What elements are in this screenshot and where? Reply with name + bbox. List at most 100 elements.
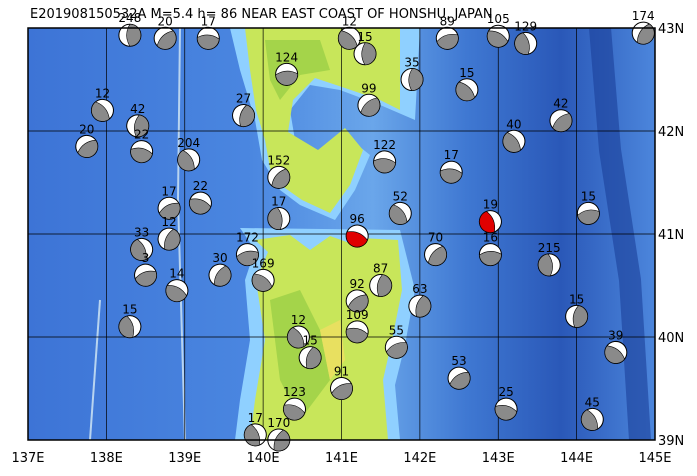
beachball-quadrant bbox=[165, 285, 187, 302]
beachball-quadrant bbox=[338, 30, 358, 50]
depth-label: 204 bbox=[177, 136, 200, 150]
depth-label: 55 bbox=[389, 323, 404, 337]
beachball-quadrant bbox=[196, 34, 220, 50]
depth-label: 17 bbox=[444, 148, 459, 162]
beachball bbox=[369, 274, 393, 297]
depth-label: 63 bbox=[412, 282, 427, 296]
beachball-quadrant bbox=[479, 211, 496, 233]
beachball bbox=[345, 289, 369, 313]
beachball-quadrant bbox=[130, 238, 147, 261]
beachball bbox=[157, 196, 181, 220]
beachball-quadrant bbox=[164, 228, 181, 251]
depth-label: 30 bbox=[212, 251, 227, 265]
beachball-quadrant bbox=[331, 383, 353, 400]
depth-label: 215 bbox=[538, 241, 561, 255]
beachball bbox=[435, 26, 459, 50]
beachball-quadrant bbox=[130, 147, 153, 163]
depth-label: 12 bbox=[291, 313, 306, 327]
depth-label: 105 bbox=[487, 12, 510, 26]
beachball-quadrant bbox=[275, 70, 298, 86]
beachball-quadrant bbox=[436, 33, 459, 50]
beachball bbox=[549, 109, 573, 133]
depth-label: 96 bbox=[350, 212, 365, 226]
beachball-quadrant bbox=[449, 371, 471, 390]
beachball-quadrant bbox=[408, 68, 424, 91]
beachball-quadrant bbox=[479, 251, 502, 266]
depth-label: 91 bbox=[334, 365, 349, 379]
map-title: E201908150532A M=5.4 h= 86 NEAR EAST COA… bbox=[30, 7, 493, 22]
beachball bbox=[604, 340, 628, 364]
beachball-quadrant bbox=[486, 30, 509, 48]
beachball-quadrant bbox=[134, 270, 157, 287]
beachball bbox=[165, 279, 189, 303]
beachball bbox=[447, 366, 471, 390]
beachball bbox=[282, 397, 306, 421]
depth-label: 17 bbox=[271, 195, 286, 209]
depth-label: 12 bbox=[161, 215, 176, 229]
beachball bbox=[345, 224, 369, 248]
beachball bbox=[251, 268, 275, 292]
beachball bbox=[298, 346, 322, 370]
depth-label: 169 bbox=[252, 256, 275, 270]
map-frame bbox=[27, 27, 656, 441]
beachball bbox=[337, 26, 361, 50]
depth-label: 124 bbox=[275, 50, 298, 64]
beachball-quadrant bbox=[271, 168, 291, 189]
beachball-quadrant bbox=[133, 114, 150, 138]
lat-label: 42N bbox=[658, 125, 684, 140]
beachball bbox=[388, 201, 412, 225]
beachball bbox=[345, 320, 369, 344]
beachball-quadrant bbox=[189, 198, 212, 215]
beachball-quadrant bbox=[373, 158, 396, 174]
beachball-quadrant bbox=[118, 315, 135, 338]
beachball-quadrant bbox=[537, 253, 553, 277]
beachball bbox=[478, 243, 502, 267]
depth-label: 16 bbox=[483, 231, 498, 245]
beachball-quadrant bbox=[345, 231, 368, 248]
lon-label: 138E bbox=[90, 451, 123, 466]
beachball-quadrant bbox=[239, 104, 255, 127]
depth-label: 15 bbox=[303, 334, 318, 348]
depth-label: 45 bbox=[585, 395, 600, 409]
lon-label: 144E bbox=[560, 451, 593, 466]
beachball bbox=[275, 62, 299, 86]
beachball-quadrant bbox=[345, 327, 369, 344]
beachball bbox=[439, 160, 463, 184]
beachball-quadrant bbox=[415, 295, 432, 318]
beachball bbox=[565, 304, 589, 328]
depth-label: 40 bbox=[506, 117, 521, 131]
depth-label: 20 bbox=[158, 14, 173, 28]
beachball bbox=[353, 42, 377, 66]
beachball-quadrant bbox=[251, 273, 273, 292]
lon-label: 139E bbox=[168, 451, 201, 466]
beachball bbox=[514, 31, 538, 55]
beachball-quadrant bbox=[577, 209, 600, 225]
depth-label: 152 bbox=[267, 153, 290, 167]
beachball bbox=[330, 377, 353, 400]
beachball-quadrant bbox=[428, 245, 447, 266]
depth-label: 15 bbox=[459, 66, 474, 80]
beachball bbox=[153, 26, 177, 50]
depth-label: 15 bbox=[581, 189, 596, 203]
beachball-quadrant bbox=[636, 23, 655, 45]
lon-label: 142E bbox=[403, 451, 436, 466]
depth-label: 89 bbox=[440, 14, 455, 28]
beachball-quadrant bbox=[455, 81, 476, 102]
beachball-quadrant bbox=[604, 345, 625, 364]
depth-label: 129 bbox=[514, 19, 537, 33]
beachball-quadrant bbox=[177, 150, 195, 172]
beachball-quadrant bbox=[77, 139, 99, 158]
beachball bbox=[75, 134, 99, 158]
beachball-quadrant bbox=[361, 42, 377, 66]
beachball bbox=[478, 210, 502, 234]
beachball-quadrant bbox=[514, 32, 530, 55]
beachball-quadrant bbox=[156, 30, 177, 50]
depth-label: 27 bbox=[236, 92, 251, 106]
depth-label: 12 bbox=[95, 86, 110, 100]
depth-label: 122 bbox=[373, 138, 396, 152]
lat-label: 43N bbox=[658, 22, 684, 37]
beachball bbox=[502, 129, 526, 153]
beachball bbox=[424, 243, 448, 267]
